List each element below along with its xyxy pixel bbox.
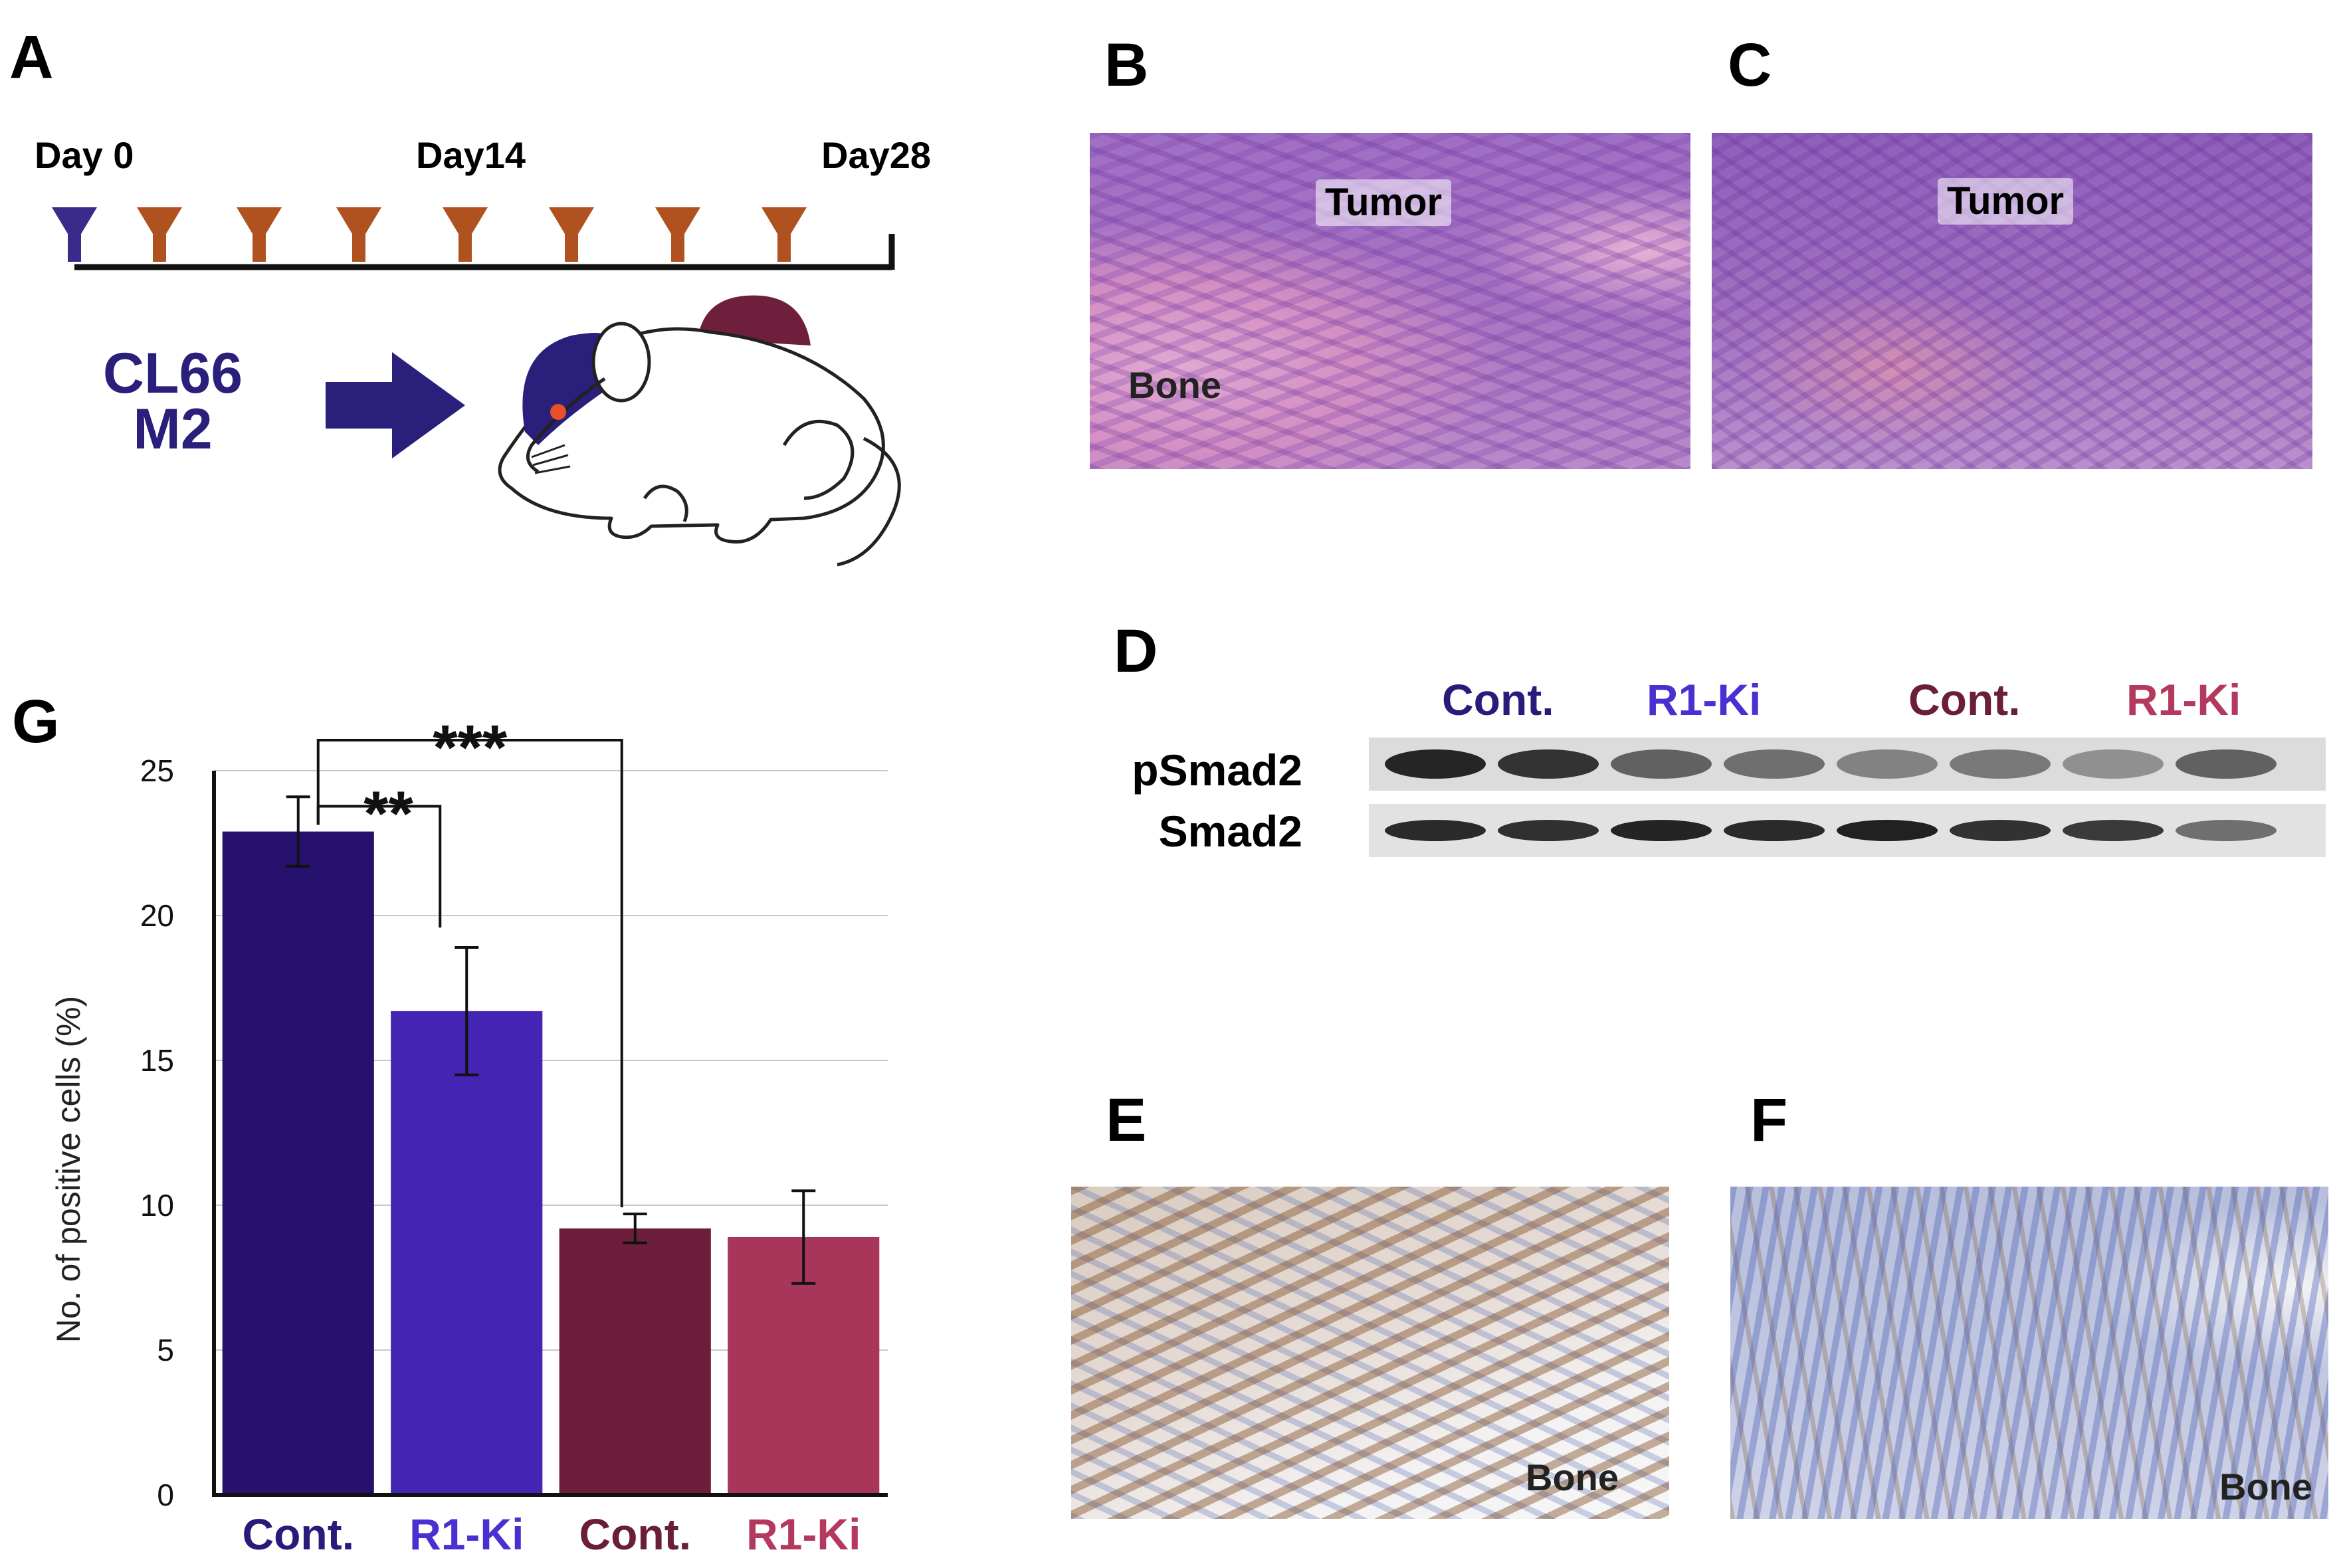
cell-line-name-2: M2 [133, 397, 213, 462]
timeline-day0-label: Day 0 [35, 134, 134, 176]
psmad2-band [1950, 749, 2051, 779]
panel-label-d: D [1114, 617, 1158, 685]
error-bar [286, 795, 310, 868]
bar [391, 1011, 543, 1495]
psmad2-band [2063, 749, 2164, 779]
wb-group-label-4: R1-Ki [2126, 675, 2241, 724]
significance-bracket: ** [316, 779, 442, 928]
x-category-label: Cont. [242, 1510, 354, 1559]
significance-label: *** [433, 712, 508, 783]
smad2-band [1837, 820, 1938, 841]
significance-bracket: *** [316, 712, 623, 1208]
wb-group-label-1: Cont. [1442, 675, 1554, 724]
smad2-band [2176, 820, 2277, 841]
wb-row-label-smad2: Smad2 [1158, 807, 1302, 856]
ihc-micrograph-e: Bone [1071, 1187, 1669, 1519]
psmad2-band [1385, 749, 1486, 779]
bar [559, 1228, 711, 1495]
smad2-band [1498, 820, 1599, 841]
panel-label-g: G [12, 688, 60, 755]
y-tick-label: 20 [140, 898, 174, 933]
smad2-band [1724, 820, 1825, 841]
psmad2-band [1837, 749, 1938, 779]
y-axis-label: No. of positive cells (%) [50, 996, 87, 1343]
mouse-illustration [498, 295, 901, 567]
bone-label-f: Bone [2219, 1466, 2312, 1508]
bone-label-b: Bone [1128, 364, 1221, 406]
head-tumor-icon [522, 333, 608, 445]
treatment-marker-icon [336, 207, 381, 262]
panel-label-f: F [1750, 1086, 1788, 1154]
wb-group-label-2: R1-Ki [1647, 675, 1762, 724]
smad2-band [1385, 820, 1486, 841]
bar [222, 831, 374, 1495]
injection-arrow [326, 352, 465, 458]
x-category-label: Cont. [579, 1510, 691, 1559]
bone-label-e: Bone [1526, 1456, 1619, 1498]
smad2-band [1611, 820, 1712, 841]
ear-icon [591, 322, 651, 403]
injection-timeline [52, 207, 895, 270]
timeline-day14-label: Day14 [416, 134, 526, 176]
western-blot [1369, 737, 2326, 857]
panel-label-a: A [9, 23, 54, 91]
psmad2-band [1498, 749, 1599, 779]
wb-row-label-psmad2: pSmad2 [1132, 745, 1302, 795]
y-tick-label: 15 [140, 1043, 174, 1078]
smad2-band [2063, 820, 2164, 841]
treatment-marker-icon [237, 207, 282, 262]
wb-group-label-3: Cont. [1908, 675, 2021, 724]
he-micrograph-b: Tumor Bone [1090, 133, 1690, 469]
eye-icon [550, 404, 566, 420]
error-bar [791, 1189, 816, 1285]
treatment-marker-icon [655, 207, 700, 262]
cell-line-name: CL66 M2 [73, 345, 272, 458]
tumor-label-c: Tumor [1938, 178, 2074, 225]
error-bar [623, 1213, 647, 1244]
y-tick-label: 0 [157, 1478, 174, 1512]
panel-label-e: E [1106, 1086, 1147, 1154]
error-bar [455, 945, 479, 1076]
treatment-marker-icon [443, 207, 488, 262]
significance-label: ** [363, 779, 413, 850]
panel-label-b: B [1104, 31, 1149, 99]
cell-line-name-1: CL66 [102, 342, 243, 405]
treatment-marker-icon [137, 207, 182, 262]
psmad2-band [2176, 749, 2277, 779]
treatment-marker-icon [549, 207, 594, 262]
cell-injection-marker-icon [52, 207, 97, 262]
tumor-label-b: Tumor [1316, 179, 1452, 226]
he-micrograph-c: Tumor [1712, 133, 2312, 469]
psmad2-band [1724, 749, 1825, 779]
panel-label-c: C [1728, 31, 1772, 99]
x-category-label: R1-Ki [409, 1510, 524, 1559]
ihc-micrograph-f: Bone [1730, 1187, 2328, 1519]
treatment-marker-icon [762, 207, 807, 262]
x-category-label: R1-Ki [746, 1510, 861, 1559]
psmad2-band [1611, 749, 1712, 779]
y-tick-label: 5 [157, 1333, 174, 1367]
y-tick-label: 25 [140, 753, 174, 788]
y-tick-label: 10 [140, 1188, 174, 1223]
smad2-band [1950, 820, 2051, 841]
timeline-day28-label: Day28 [821, 134, 932, 176]
